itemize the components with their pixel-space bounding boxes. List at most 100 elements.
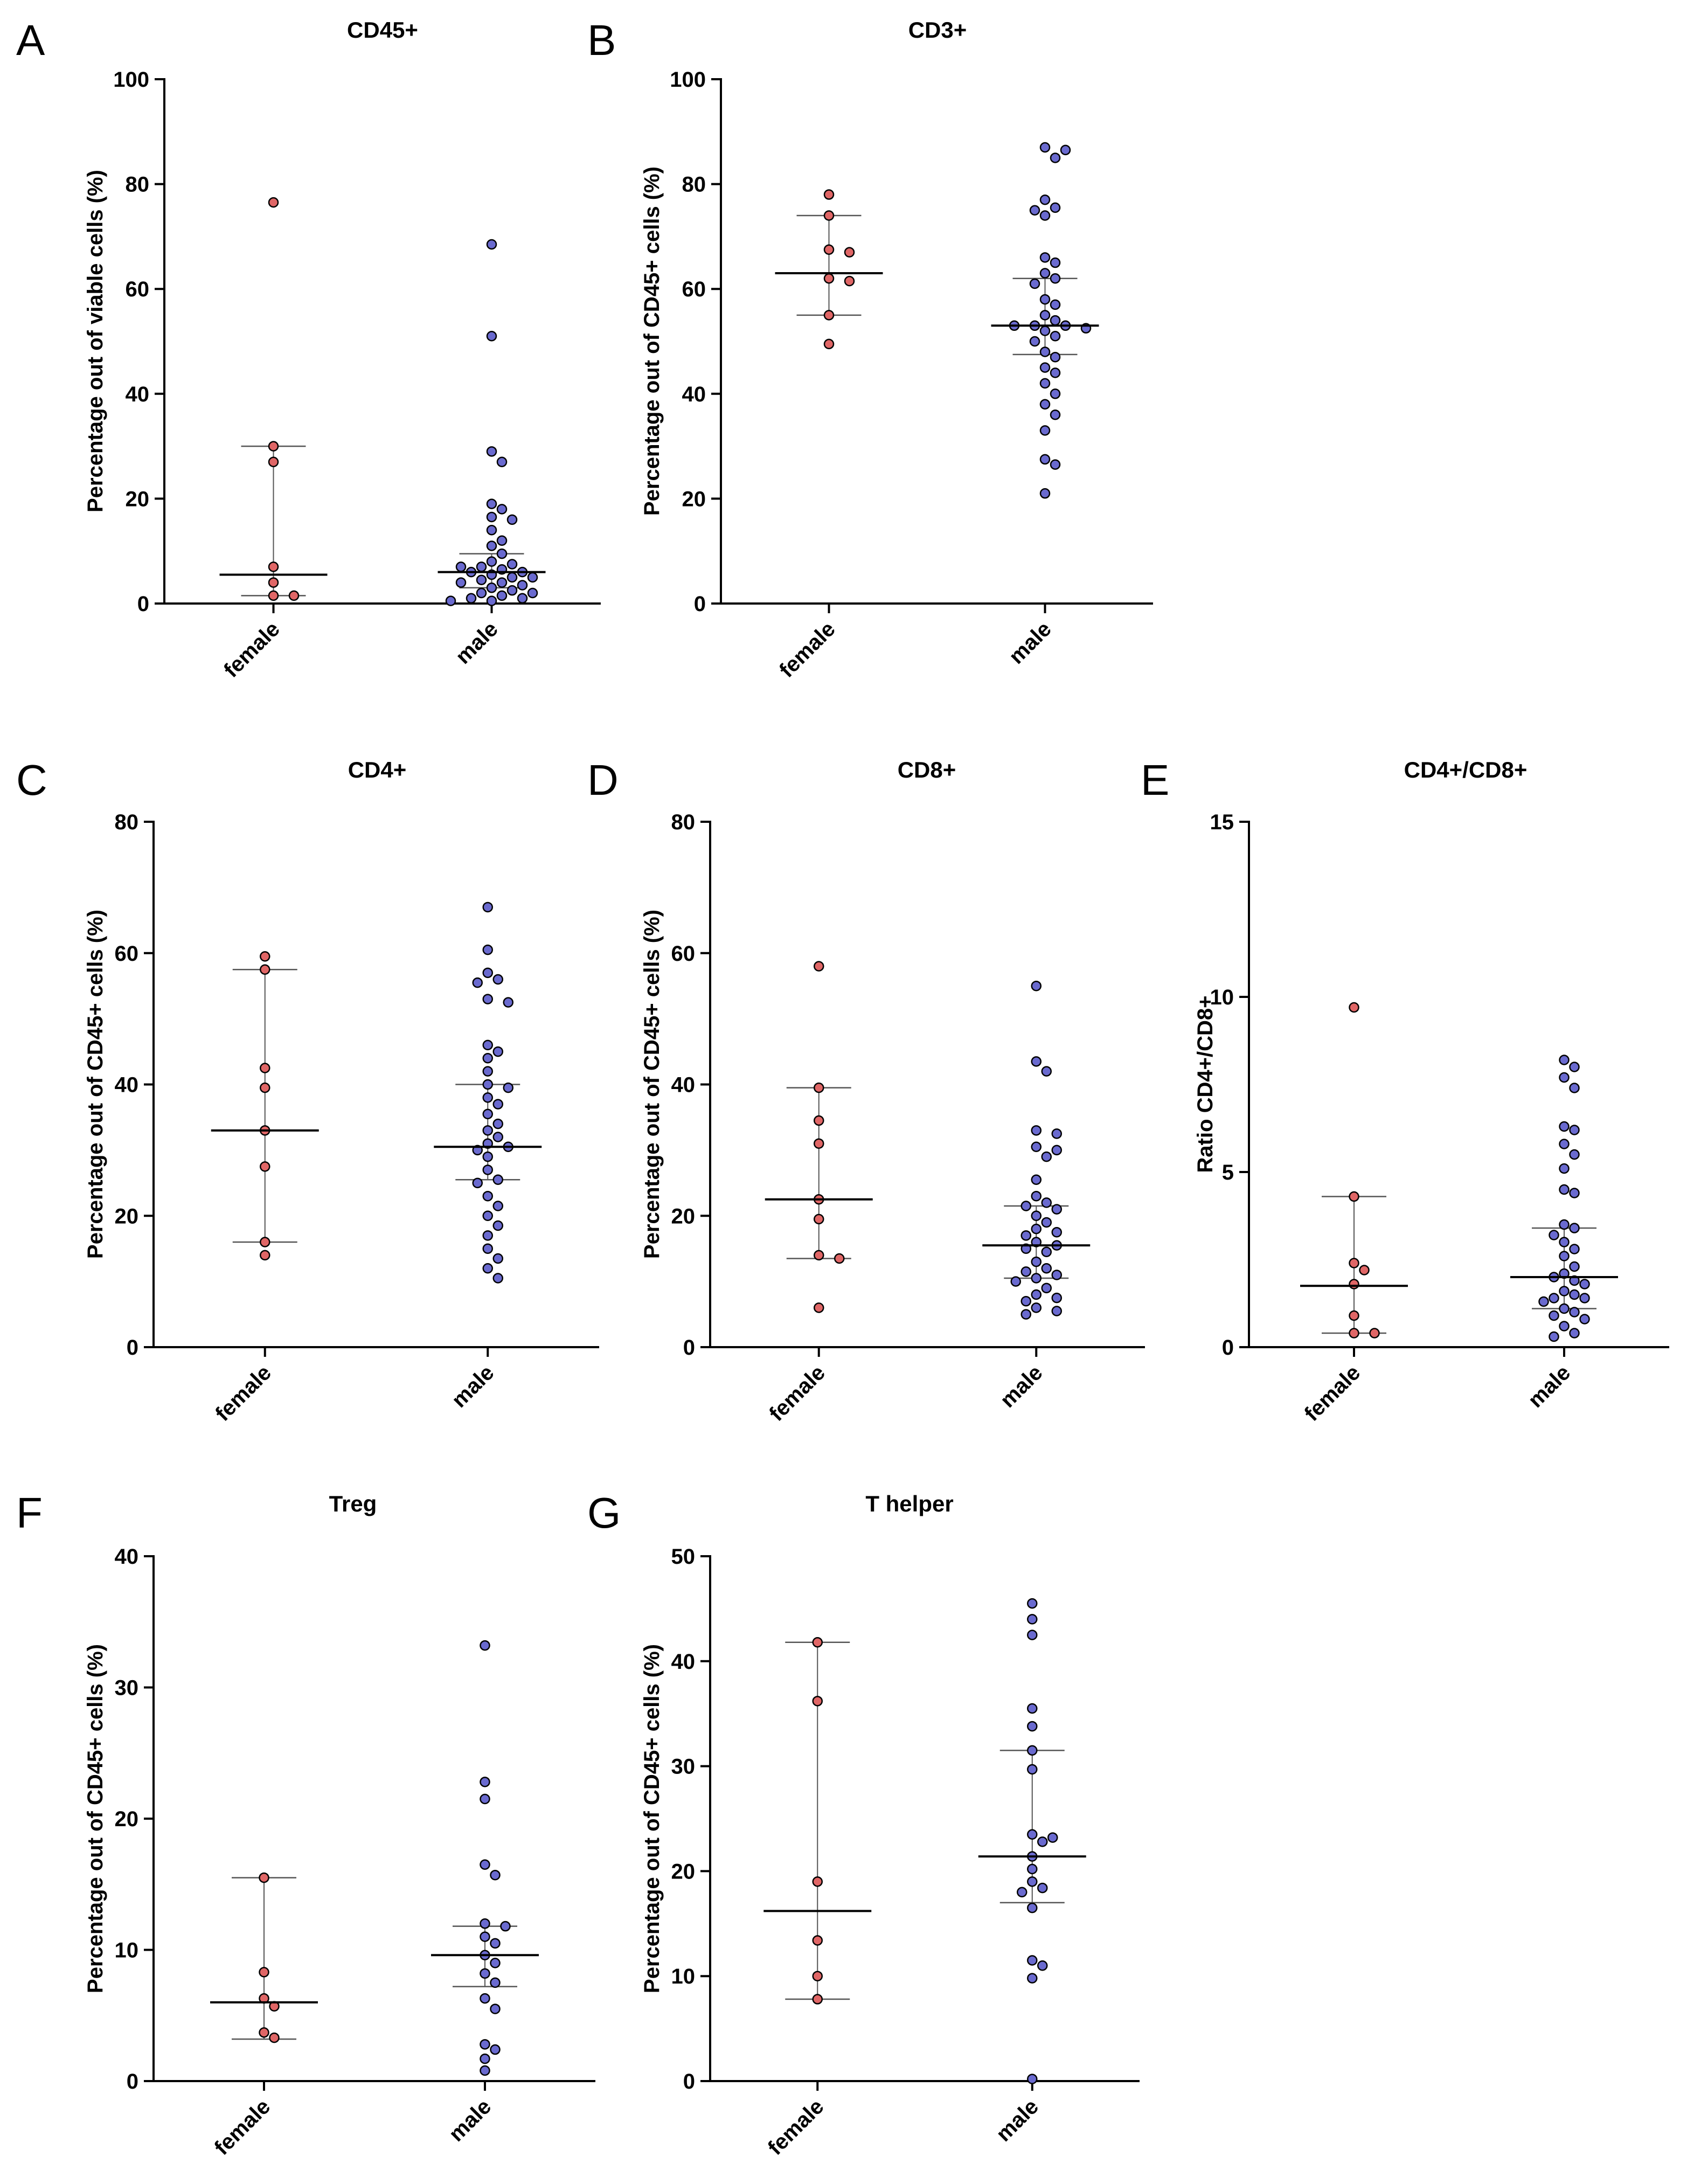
data-point-c-female <box>260 964 270 975</box>
data-point-c-male <box>482 1230 493 1241</box>
data-point-f-female <box>259 2027 269 2038</box>
panel-letter-d: D <box>587 756 619 804</box>
data-point-g-male <box>1027 1902 1038 1913</box>
data-point-g-male <box>1027 1829 1038 1840</box>
x-category-label-f-male: male <box>445 2095 496 2146</box>
data-point-a-male <box>486 498 497 509</box>
data-point-f-male <box>480 1993 490 2004</box>
panel-letter-e: E <box>1141 756 1169 804</box>
data-point-b-male <box>1060 144 1071 156</box>
panel-letter-f: F <box>16 1489 43 1537</box>
data-point-b-male <box>1039 399 1051 410</box>
data-point-d-male <box>1031 1174 1042 1185</box>
data-point-d-male <box>1051 1145 1062 1156</box>
panel-title-c: CD4+ <box>348 757 407 782</box>
data-point-c-male <box>482 1079 493 1090</box>
data-point-a-female <box>268 456 279 468</box>
data-point-a-male <box>517 593 528 604</box>
data-point-a-male <box>506 572 518 583</box>
data-point-e-male <box>1559 1139 1570 1149</box>
data-point-b-male <box>1039 454 1051 465</box>
panel-letter-g: G <box>587 1489 621 1537</box>
data-point-b-male <box>1039 378 1051 389</box>
data-point-c-male <box>482 944 493 955</box>
data-point-e-female <box>1349 1191 1359 1202</box>
data-point-b-male <box>1039 325 1051 336</box>
data-point-b-female <box>823 244 835 255</box>
panel-e: E CD4+/CD8+ Ratio CD4+/CD8+ 0 5 10 15 female… <box>1141 756 1669 1426</box>
y-axis-label-a: Percentage out of viable cells (%) <box>84 170 107 512</box>
data-point-b-male <box>1050 389 1061 399</box>
data-point-a-male <box>486 595 497 606</box>
y-tick-label-e: 0 <box>1222 1336 1234 1360</box>
y-tick-label-a: 80 <box>126 173 150 197</box>
data-point-g-male <box>1037 1960 1048 1971</box>
data-point-c-male <box>472 977 483 988</box>
data-point-a-female <box>268 561 279 572</box>
data-point-c-male <box>482 1190 493 1202</box>
data-point-d-female <box>814 1082 824 1093</box>
data-point-f-male <box>490 2003 501 2014</box>
data-point-d-male <box>1020 1266 1031 1277</box>
y-tick-label-d: 60 <box>671 942 696 966</box>
data-point-c-male <box>482 1092 493 1103</box>
y-axis-label-b: Percentage out of CD45+ cells (%) <box>640 167 664 516</box>
y-axis-label-e: Ratio CD4+/CD8+ <box>1193 996 1217 1173</box>
data-point-a-male <box>486 446 497 457</box>
data-point-d-male <box>1031 1125 1042 1136</box>
data-point-a-male <box>476 561 487 572</box>
data-point-d-male <box>1020 1295 1031 1307</box>
data-point-a-female <box>268 441 279 452</box>
data-point-e-female <box>1349 1258 1359 1268</box>
data-point-f-female <box>259 1872 269 1883</box>
y-tick-label-c: 0 <box>127 1336 138 1360</box>
y-tick-label-b: 80 <box>682 173 706 197</box>
data-point-a-male <box>486 540 497 551</box>
data-point-a-male <box>445 595 456 606</box>
data-point-f-female <box>269 2032 280 2043</box>
x-category-label-f-female: female <box>210 2095 275 2160</box>
data-point-a-male <box>496 504 508 515</box>
data-point-b-male <box>1039 142 1051 153</box>
data-point-c-male <box>482 1039 493 1051</box>
data-point-e-male <box>1559 1072 1570 1083</box>
y-tick-label-g: 10 <box>671 1965 696 1988</box>
x-category-label-g-male: male <box>992 2095 1044 2146</box>
data-point-a-male <box>486 525 497 536</box>
data-point-f-male <box>490 1958 501 1968</box>
data-point-c-male <box>482 1053 493 1064</box>
x-category-label-e-male: male <box>1524 1361 1575 1412</box>
data-point-b-female <box>823 210 835 221</box>
data-point-f-male <box>490 1938 501 1949</box>
data-point-e-male <box>1549 1293 1559 1304</box>
data-point-g-male <box>1027 1614 1038 1625</box>
data-point-c-male <box>492 1220 503 1231</box>
data-point-d-male <box>1031 1273 1042 1284</box>
data-point-a-male <box>476 587 487 599</box>
data-point-d-male <box>1031 980 1042 992</box>
data-point-g-male <box>1037 1882 1048 1894</box>
data-point-e-male <box>1569 1188 1580 1198</box>
data-point-e-male <box>1569 1062 1580 1072</box>
x-category-label-b-female: female <box>775 617 840 682</box>
data-point-f-male <box>480 1859 490 1870</box>
data-point-d-male <box>1051 1292 1062 1304</box>
data-point-d-male <box>1010 1276 1021 1287</box>
data-point-b-male <box>1039 488 1051 499</box>
data-point-e-male <box>1559 1321 1570 1332</box>
data-point-b-male <box>1050 459 1061 470</box>
y-tick-label-c: 60 <box>115 942 139 966</box>
data-point-c-male <box>482 1243 493 1254</box>
data-point-b-female <box>823 338 835 350</box>
data-point-e-male <box>1569 1307 1580 1318</box>
data-point-b-female <box>844 247 855 258</box>
y-axis-label-f: Percentage out of CD45+ cells (%) <box>84 1644 107 1993</box>
y-tick-label-c: 80 <box>115 810 139 834</box>
data-point-a-male <box>486 239 497 250</box>
data-point-b-male <box>1039 425 1051 436</box>
data-point-a-male <box>496 456 508 468</box>
data-point-a-male <box>486 556 497 567</box>
data-point-e-male <box>1569 1289 1580 1300</box>
data-point-b-male <box>1039 252 1051 263</box>
data-point-d-male <box>1020 1201 1031 1211</box>
